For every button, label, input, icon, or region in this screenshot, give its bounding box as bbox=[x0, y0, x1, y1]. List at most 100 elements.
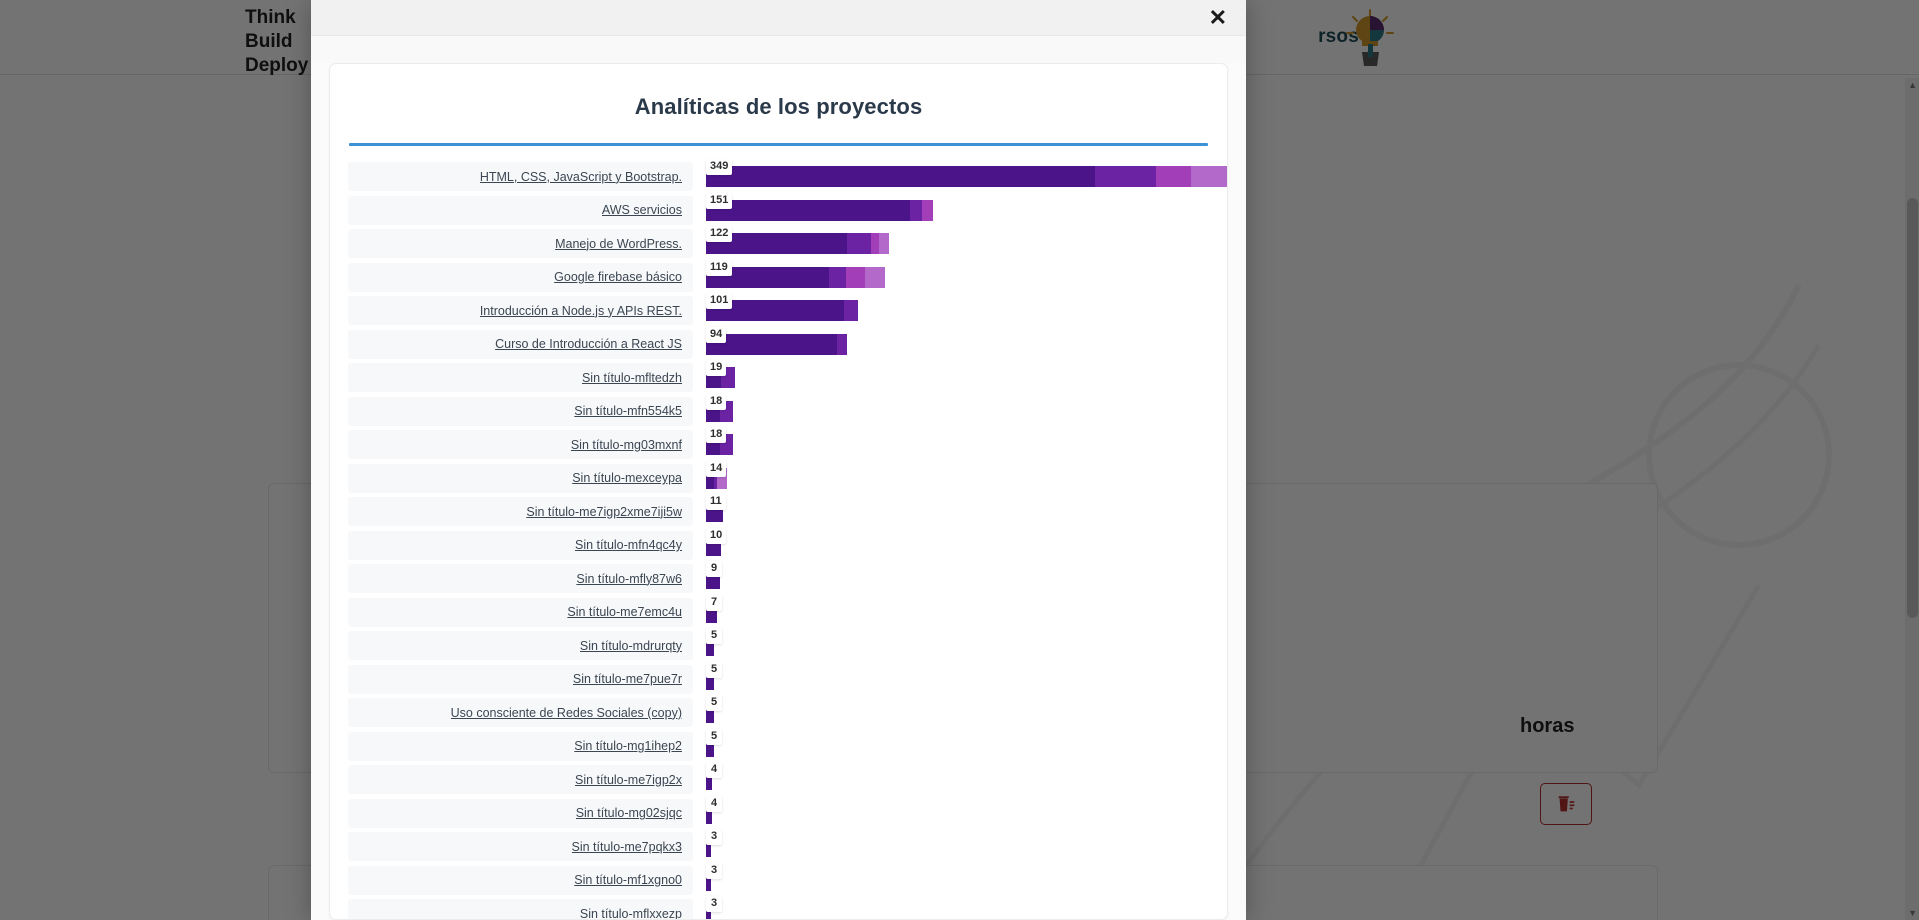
chart-bar[interactable] bbox=[706, 467, 727, 489]
chart-row-label-link[interactable]: Manejo de WordPress. bbox=[555, 236, 682, 251]
chart-row: Sin título-me7emc4u 7 bbox=[348, 594, 1209, 630]
chart-bar[interactable] bbox=[706, 702, 714, 723]
chart-bar[interactable] bbox=[706, 601, 717, 623]
chart-row-label-link[interactable]: Sin título-me7igp2xme7iji5w bbox=[526, 504, 682, 519]
chart-row: Sin título-mg1ihep2 5 bbox=[348, 728, 1209, 764]
chart-bar[interactable] bbox=[706, 802, 712, 824]
chart-bar-value-label: 119 bbox=[706, 259, 732, 276]
chart-bar-segment-2 bbox=[847, 233, 872, 254]
chart-row-bar-area: 3 bbox=[706, 896, 1209, 919]
chart-row-label-link[interactable]: Sin título-mdrurqty bbox=[579, 638, 682, 653]
chart-row-label-box: Sin título-me7pqkx3 bbox=[348, 832, 693, 862]
chart-row-label-link[interactable]: Sin título-mflxxezp bbox=[579, 906, 682, 920]
chart-bar-segment-2 bbox=[910, 199, 923, 221]
chart-row-label-box: Sin título-mexceypa bbox=[348, 463, 693, 493]
chart-row-label-box: Manejo de WordPress. bbox=[348, 229, 693, 259]
chart-bar-value-label: 10 bbox=[706, 527, 727, 544]
chart-row-bar-area: 7 bbox=[706, 594, 1209, 630]
chart-row-bar-area: 4 bbox=[706, 762, 1209, 797]
chart-bar[interactable] bbox=[706, 199, 933, 221]
chart-row-label-link[interactable]: Sin título-me7pue7r bbox=[572, 672, 682, 687]
chart-bar-value-label: 94 bbox=[706, 326, 727, 343]
chart-row-label-link[interactable]: Uso consciente de Redes Sociales (copy) bbox=[450, 705, 682, 720]
chart-bar[interactable] bbox=[706, 735, 714, 757]
chart-bar-segment-1 bbox=[706, 668, 714, 690]
chart-bar[interactable] bbox=[706, 869, 711, 891]
chart-row: Sin título-mg03mxnf 18 bbox=[348, 427, 1209, 462]
chart-row: Sin título-mfltedzh 19 bbox=[348, 360, 1209, 395]
chart-row-label-box: Sin título-mf1xgno0 bbox=[348, 865, 693, 895]
chart-row-label-link[interactable]: Sin título-me7pqkx3 bbox=[571, 839, 682, 854]
chart-bar-value-label: 9 bbox=[706, 561, 722, 577]
modal-subheader bbox=[311, 36, 1246, 63]
chart-bar[interactable] bbox=[706, 836, 711, 857]
chart-bar-value-label: 122 bbox=[706, 226, 733, 242]
chart-row-bar-area: 94 bbox=[706, 326, 1209, 362]
chart-row: Sin título-mfly87w6 9 bbox=[348, 561, 1209, 596]
chart-bar[interactable] bbox=[706, 233, 890, 254]
chart-row: Introducción a Node.js y APIs REST. 101 bbox=[348, 293, 1209, 328]
chart-bar-segment-1 bbox=[706, 635, 714, 656]
chart-row-label-link[interactable]: Google firebase básico bbox=[554, 270, 682, 285]
chart-row-label-link[interactable]: Sin título-mf1xgno0 bbox=[574, 873, 682, 888]
chart-row: Sin título-mfn4qc4y 10 bbox=[348, 527, 1209, 563]
chart-bar-segment-1 bbox=[706, 266, 830, 288]
close-icon[interactable]: ✕ bbox=[1208, 4, 1227, 30]
chart-row-label-box: Sin título-mg1ihep2 bbox=[348, 731, 693, 761]
chart-bar-segment-3 bbox=[845, 266, 866, 288]
chart-bar[interactable] bbox=[706, 266, 885, 288]
chart-row-bar-area: 349 bbox=[706, 159, 1227, 194]
chart-row-label-box: Sin título-mfn554k5 bbox=[348, 396, 693, 426]
chart-bar-value-label: 4 bbox=[706, 762, 722, 778]
chart-bar-value-label: 5 bbox=[706, 661, 722, 678]
chart-row: Manejo de WordPress. 122 bbox=[348, 226, 1209, 261]
chart-bar[interactable] bbox=[706, 635, 714, 656]
chart-row-bar-area: 9 bbox=[706, 561, 1209, 596]
chart-row-bar-area: 18 bbox=[706, 427, 1209, 462]
chart-row-label-link[interactable]: Sin título-mg03mxnf bbox=[570, 437, 682, 452]
chart-bar-segment-4 bbox=[865, 266, 885, 288]
chart-row-label-link[interactable]: Sin título-mg02sjqc bbox=[575, 806, 682, 821]
chart-row-bar-area: 4 bbox=[706, 795, 1209, 831]
page-title: Analíticas de los proyectos bbox=[634, 94, 923, 119]
chart-row-label-link[interactable]: Sin título-mfn4qc4y bbox=[575, 538, 682, 553]
chart-bar-value-label: 5 bbox=[706, 628, 722, 644]
chart-row-label-link[interactable]: AWS servicios bbox=[601, 203, 682, 218]
chart-row-label-link[interactable]: Sin título-mexceypa bbox=[572, 471, 682, 486]
chart-row: HTML, CSS, JavaScript y Bootstrap. 349 bbox=[348, 159, 1227, 194]
chart-row-bar-area: 5 bbox=[706, 695, 1209, 730]
chart-bar-segment-1 bbox=[706, 702, 714, 723]
chart-bar[interactable] bbox=[706, 769, 712, 790]
modal-header: ✕ bbox=[311, 0, 1246, 36]
chart-row: Sin título-me7pqkx3 3 bbox=[348, 829, 1209, 864]
analytics-chart-card: Analíticas de los proyectos HTML, CSS, J… bbox=[329, 63, 1228, 920]
chart-row-label-link[interactable]: Sin título-me7igp2x bbox=[574, 772, 682, 787]
chart-bar-value-label: 18 bbox=[706, 427, 727, 443]
chart-row-label-link[interactable]: Sin título-mfn554k5 bbox=[574, 404, 682, 419]
chart-bar-segment-1 bbox=[706, 735, 714, 757]
chart-bar-segment-1 bbox=[706, 601, 717, 623]
chart-row-label-link[interactable]: Sin título-me7emc4u bbox=[567, 605, 682, 620]
chart-bar[interactable] bbox=[706, 300, 858, 321]
chart-row-label-link[interactable]: HTML, CSS, JavaScript y Bootstrap. bbox=[479, 169, 682, 184]
chart-row-label-link[interactable]: Sin título-mg1ihep2 bbox=[574, 739, 682, 754]
chart-row-bar-area: 18 bbox=[706, 393, 1209, 429]
chart-bar[interactable] bbox=[706, 668, 714, 690]
chart-bar[interactable] bbox=[706, 333, 848, 355]
chart-bar-segment-3 bbox=[1156, 166, 1191, 187]
chart-bar-value-label: 3 bbox=[706, 862, 722, 879]
chart-row-label-link[interactable]: Curso de Introducción a React JS bbox=[495, 337, 682, 352]
chart-bar[interactable] bbox=[706, 166, 1227, 187]
chart-bar-segment-2 bbox=[829, 266, 846, 288]
chart-row-label-link[interactable]: Sin título-mfltedzh bbox=[581, 370, 682, 385]
chart-bar-segment-1 bbox=[706, 836, 711, 857]
chart-row-label-box: Sin título-me7emc4u bbox=[348, 597, 693, 627]
chart-bar-segment-2 bbox=[713, 467, 717, 489]
chart-bar-value-label: 14 bbox=[706, 460, 727, 477]
chart-row-bar-area: 119 bbox=[706, 259, 1209, 295]
chart-row-label-link[interactable]: Sin título-mfly87w6 bbox=[576, 571, 682, 586]
chart-bar-segment-1 bbox=[706, 166, 1095, 187]
chart-row-label-box: Google firebase básico bbox=[348, 262, 693, 292]
chart-bar-value-label: 101 bbox=[706, 293, 733, 309]
chart-row-label-link[interactable]: Introducción a Node.js y APIs REST. bbox=[479, 303, 682, 318]
